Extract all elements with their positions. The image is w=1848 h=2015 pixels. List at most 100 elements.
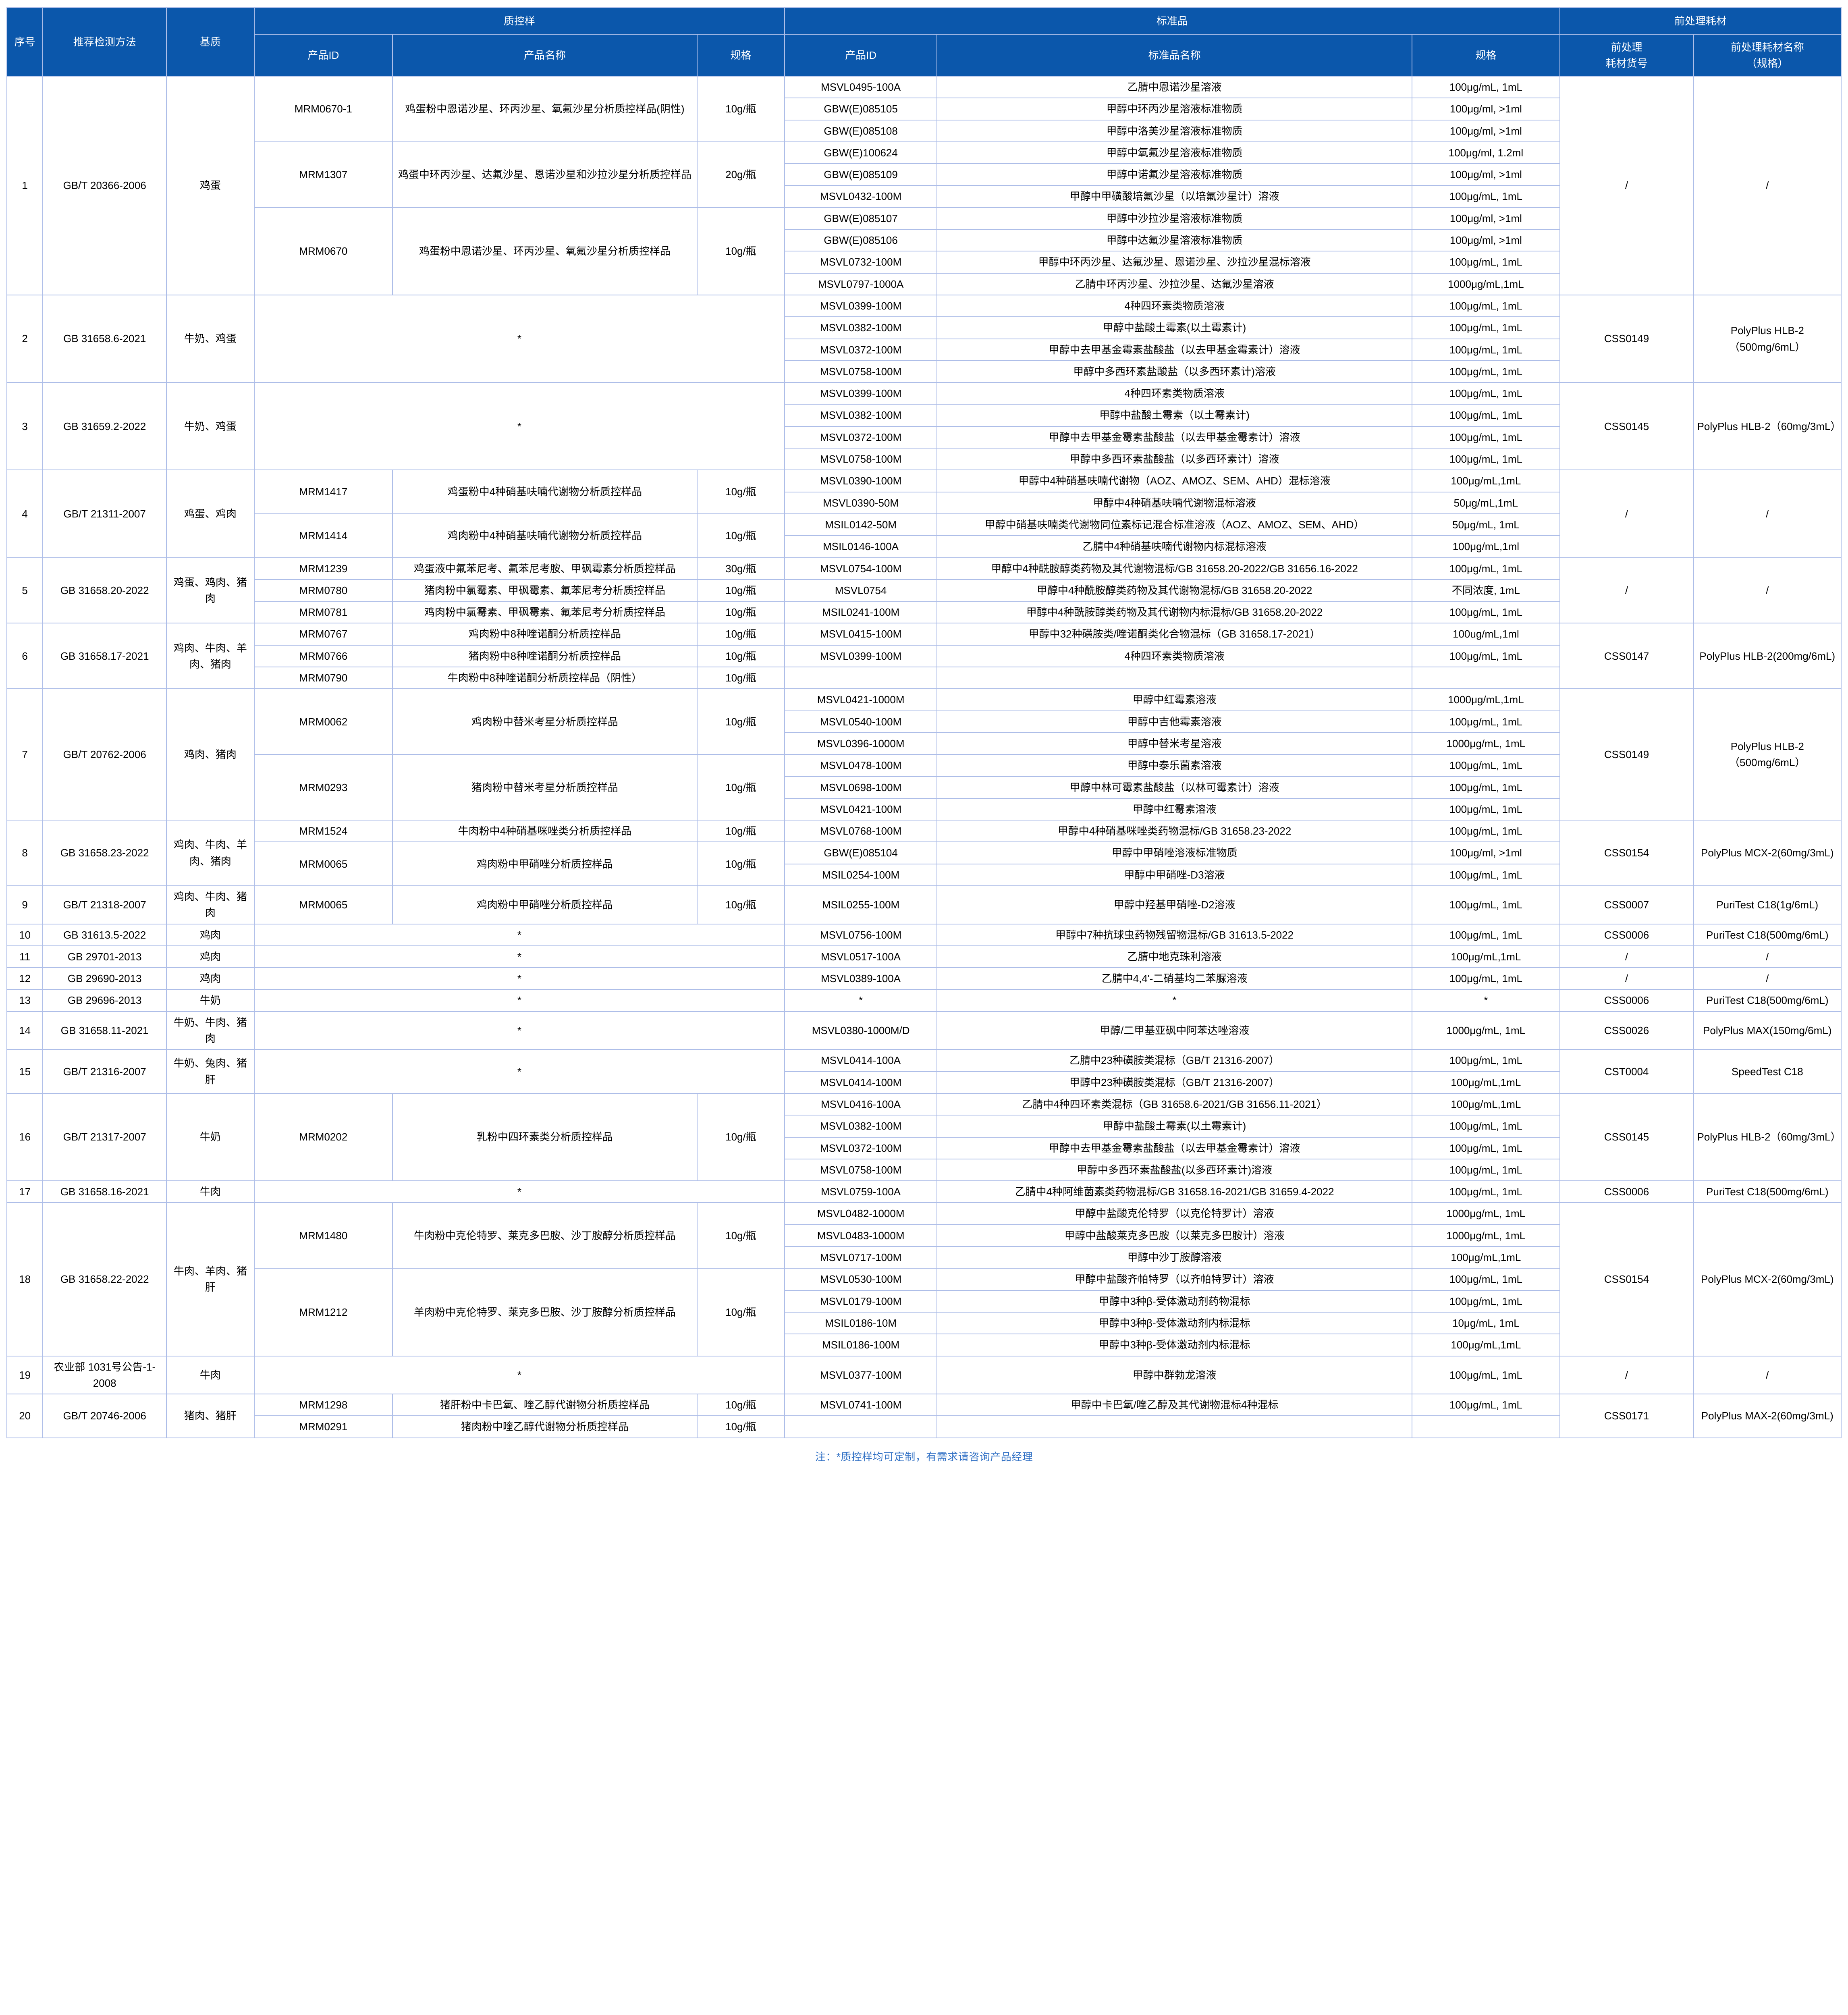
cell-standard-id: MSVL0179-100M (784, 1290, 937, 1313)
cell-standard-id: MSVL0389-100A (784, 967, 937, 990)
cell-standard-id: MSVL0377-100M (784, 1355, 937, 1395)
cell-method: GB/T 21311-2007 (42, 469, 167, 558)
cell-standard-id: GBW(E)085107 (784, 207, 937, 230)
cell-qc-name: 猪肉粉中替米考星分析质控样品 (392, 754, 698, 821)
cell-standard-id: MSIL0241-100M (784, 601, 937, 624)
cell-method: GB 31658.16-2021 (42, 1180, 167, 1203)
cell-qc-spec: 10g/瓶 (696, 1394, 785, 1417)
cell-qc-custom-marker: * (253, 1011, 785, 1050)
table-row: MSVL0382-100M 甲醇中盐酸土霉素(以土霉素计) 100μg/mL, 1m… (7, 316, 1841, 339)
cell-qc-id: MRM0790 (253, 667, 393, 690)
header-consumable-name-line2: （规格） (1746, 57, 1788, 69)
cell-matrix: 牛奶、兔肉、猪肝 (166, 1049, 255, 1094)
table-row: 4 GB/T 21311-2007 鸡蛋、鸡肉 MRM1417 鸡蛋粉中4种硝基呋喃代谢… (6, 469, 1842, 558)
cell-standard-name: 甲醇中泰乐菌素溶液 (936, 754, 1413, 777)
cell-standard-id: MSIL0186-10M (784, 1311, 937, 1335)
cell-qc-name: 牛肉粉中4种硝基咪唑类分析质控样品 (392, 820, 698, 843)
header-std-spec: 规格 (1412, 34, 1560, 77)
table-row: MSIL0254-100M 甲醇中甲硝唑-D3溶液 100μg/mL, 1mL (7, 863, 1841, 886)
cell-qc-name: 鸡蛋中环丙沙星、达氟沙星、恩诺沙星和沙拉沙星分析质控样品 (392, 141, 698, 208)
cell-standard-name: 甲醇中沙丁胺醇溶液 (936, 1246, 1413, 1269)
cell-standard-spec: 100μg/ml, >1ml (1412, 229, 1560, 252)
cell-qc-id: MRM1524 (253, 820, 393, 843)
cell-standard-spec: 100μg/mL, 1mL (1412, 404, 1560, 427)
cell-qc-name: 猪肉粉中喹乙醇代谢物分析质控样品 (392, 1415, 698, 1438)
cell-standard-id: MSVL0382-100M (784, 316, 937, 339)
cell-standard-name: 甲醇中盐酸土霉素（以土霉素计) (936, 404, 1413, 427)
cell-qc-name: 猪肉粉中8种喹诺酮分析质控样品 (392, 644, 698, 668)
cell-index: 15 (6, 1049, 44, 1094)
header-group-consumable: 前处理耗材 (1559, 7, 1842, 35)
table-row: 8 GB 31658.23-2022 鸡肉、牛肉、羊肉、猪肉 MRM1524 牛肉粉中4… (6, 820, 1842, 886)
cell-standard-name: 甲醇中去甲基金霉素盐酸盐（以去甲基金霉素计）溶液 (936, 1136, 1413, 1159)
cell-standard-id: GBW(E)085105 (784, 98, 937, 120)
table-row: MSVL0382-100M 甲醇中盐酸土霉素（以土霉素计) 100μg/mL, 1m… (7, 404, 1841, 427)
cell-consumable-no: / (1559, 557, 1694, 624)
cell-method: GB/T 20762-2006 (42, 688, 167, 821)
table-row: MSVL0758-100M 甲醇中多西环素盐酸盐（以多西环素计)溶液 100μg/m… (7, 360, 1841, 383)
cell-standard-name: 甲醇中32种磺胺类/喹诺酮类化合物混标（GB 31658.17-2021） (936, 623, 1413, 646)
cell-standard-spec: 100μg/mL, 1mL (1412, 426, 1560, 449)
cell-consumable-no: CST0004 (1559, 1049, 1694, 1094)
cell-consumable-no: / (1559, 469, 1694, 558)
cell-standard-spec: 100μg/mL,1mL (1412, 945, 1560, 968)
cell-matrix: 鸡肉、牛肉、猪肉 (166, 885, 255, 924)
cell-consumable-no: CSS0006 (1559, 989, 1694, 1012)
cell-index: 13 (6, 989, 44, 1012)
cell-qc-name: 乳粉中四环素类分析质控样品 (392, 1093, 698, 1182)
cell-standard-id: MSVL0421-100M (784, 798, 937, 821)
cell-standard-name: 甲醇中红霉素溶液 (936, 688, 1413, 711)
cell-qc-name: 鸡肉粉中甲硝唑分析质控样品 (392, 885, 698, 924)
cell-standard-name: 甲醇中达氟沙星溶液标准物质 (936, 229, 1413, 252)
cell-standard-id: MSIL0254-100M (784, 863, 937, 886)
cell-standard-name: 甲醇中环丙沙星、达氟沙星、恩诺沙星、沙拉沙星混标溶液 (936, 251, 1413, 274)
cell-standard-id: MSVL0399-100M (784, 382, 937, 405)
cell-standard-id: MSVL0754-100M (784, 557, 937, 580)
cell-matrix: 鸡蛋、鸡肉 (166, 469, 255, 558)
cell-standard-id: MSVL0380-1000M/D (784, 1011, 937, 1050)
cell-qc-id: MRM0065 (253, 885, 393, 924)
cell-standard-name: 甲醇中盐酸土霉素(以土霉素计) (936, 1115, 1413, 1138)
cell-standard-name: 甲醇中去甲基金霉素盐酸盐（以去甲基金霉素计）溶液 (936, 426, 1413, 449)
cell-standard-spec: 100μg/ml, >1ml (1412, 841, 1560, 864)
header-std-name: 标准品名称 (936, 34, 1413, 77)
cell-standard-id: MSVL0540-100M (784, 710, 937, 733)
cell-standard-name: 甲醇/二甲基亚砜中阿苯达唑溶液 (936, 1011, 1413, 1050)
cell-consumable-name: PolyPlus HLB-2（500mg/6mL） (1693, 294, 1842, 383)
cell-standard-spec: 100μg/mL,1mL (1412, 1093, 1560, 1116)
cell-standard-spec: 100μg/mL, 1mL (1412, 75, 1560, 99)
cell-method: GB 31658.22-2022 (42, 1202, 167, 1356)
cell-qc-spec: 10g/瓶 (696, 579, 785, 602)
table-row: 6 GB 31658.17-2021 鸡肉、牛肉、羊肉、猪肉 MRM0767 鸡肉粉中8… (6, 623, 1842, 690)
table-row: 2 GB 31658.6-2021 牛奶、鸡蛋 * MSVL0399-100M 4种四环素… (6, 294, 1842, 383)
table-row: MRM0670 鸡蛋粉中恩诺沙星、环丙沙星、氧氟沙星分析质控样品 10g/瓶 GBW(… (7, 207, 1841, 295)
cell-index: 6 (6, 623, 44, 690)
cell-consumable-name: / (1693, 557, 1842, 624)
cell-qc-name: 羊肉粉中克伦特罗、莱克多巴胺、沙丁胺醇分析质控样品 (392, 1268, 698, 1356)
header-consumable-name: 前处理耗材名称 （规格） (1693, 34, 1842, 77)
cell-standard-spec: 100μg/mL, 1mL (1412, 923, 1560, 946)
cell-index: 16 (6, 1093, 44, 1182)
table-row: 3 GB 31659.2-2022 牛奶、鸡蛋 * MSVL0399-100M 4种四环素… (6, 382, 1842, 471)
table-row: MRM0293 猪肉粉中替米考星分析质控样品 10g/瓶 MSVL0478-100M 甲… (7, 754, 1841, 821)
cell-standard-spec: 100μg/mL, 1mL (1412, 1115, 1560, 1138)
cell-index: 18 (6, 1202, 44, 1356)
cell-consumable-name: / (1693, 469, 1842, 558)
cell-method: GB/T 21316-2007 (42, 1049, 167, 1094)
cell-standard-name: 甲醇中多西环素盐酸盐（以多西环素计）溶液 (936, 448, 1413, 471)
cell-index: 12 (6, 967, 44, 990)
header-matrix: 基质 (166, 7, 255, 77)
cell-standard-spec: 100μg/mL, 1mL (1412, 820, 1560, 843)
cell-index: 9 (6, 885, 44, 924)
table-row: 9 GB/T 21318-2007 鸡肉、牛肉、猪肉 MRM0065 鸡肉粉中甲硝唑分析… (6, 885, 1842, 924)
header-qc-id: 产品ID (253, 34, 393, 77)
cell-matrix: 鸡肉 (166, 923, 255, 946)
cell-standard-name: 甲醇中替米考星溶液 (936, 732, 1413, 755)
cell-standard-name: 甲醇中甲硝唑-D3溶液 (936, 863, 1413, 886)
table-row: MSIL0146-100A 乙腈中4种硝基呋喃代谢物内标混标溶液 100μg/mL,… (7, 535, 1841, 558)
table-row: MSVL0382-100M 甲醇中盐酸土霉素(以土霉素计) 100μg/mL, 1m… (7, 1115, 1841, 1138)
cell-qc-custom-marker: * (253, 989, 785, 1012)
cell-standard-id: MSVL0495-100A (784, 75, 937, 99)
cell-standard-name: 甲醇中甲磺酸培氟沙星（以培氟沙星计）溶液 (936, 185, 1413, 208)
cell-consumable-no: CSS0145 (1559, 1093, 1694, 1182)
